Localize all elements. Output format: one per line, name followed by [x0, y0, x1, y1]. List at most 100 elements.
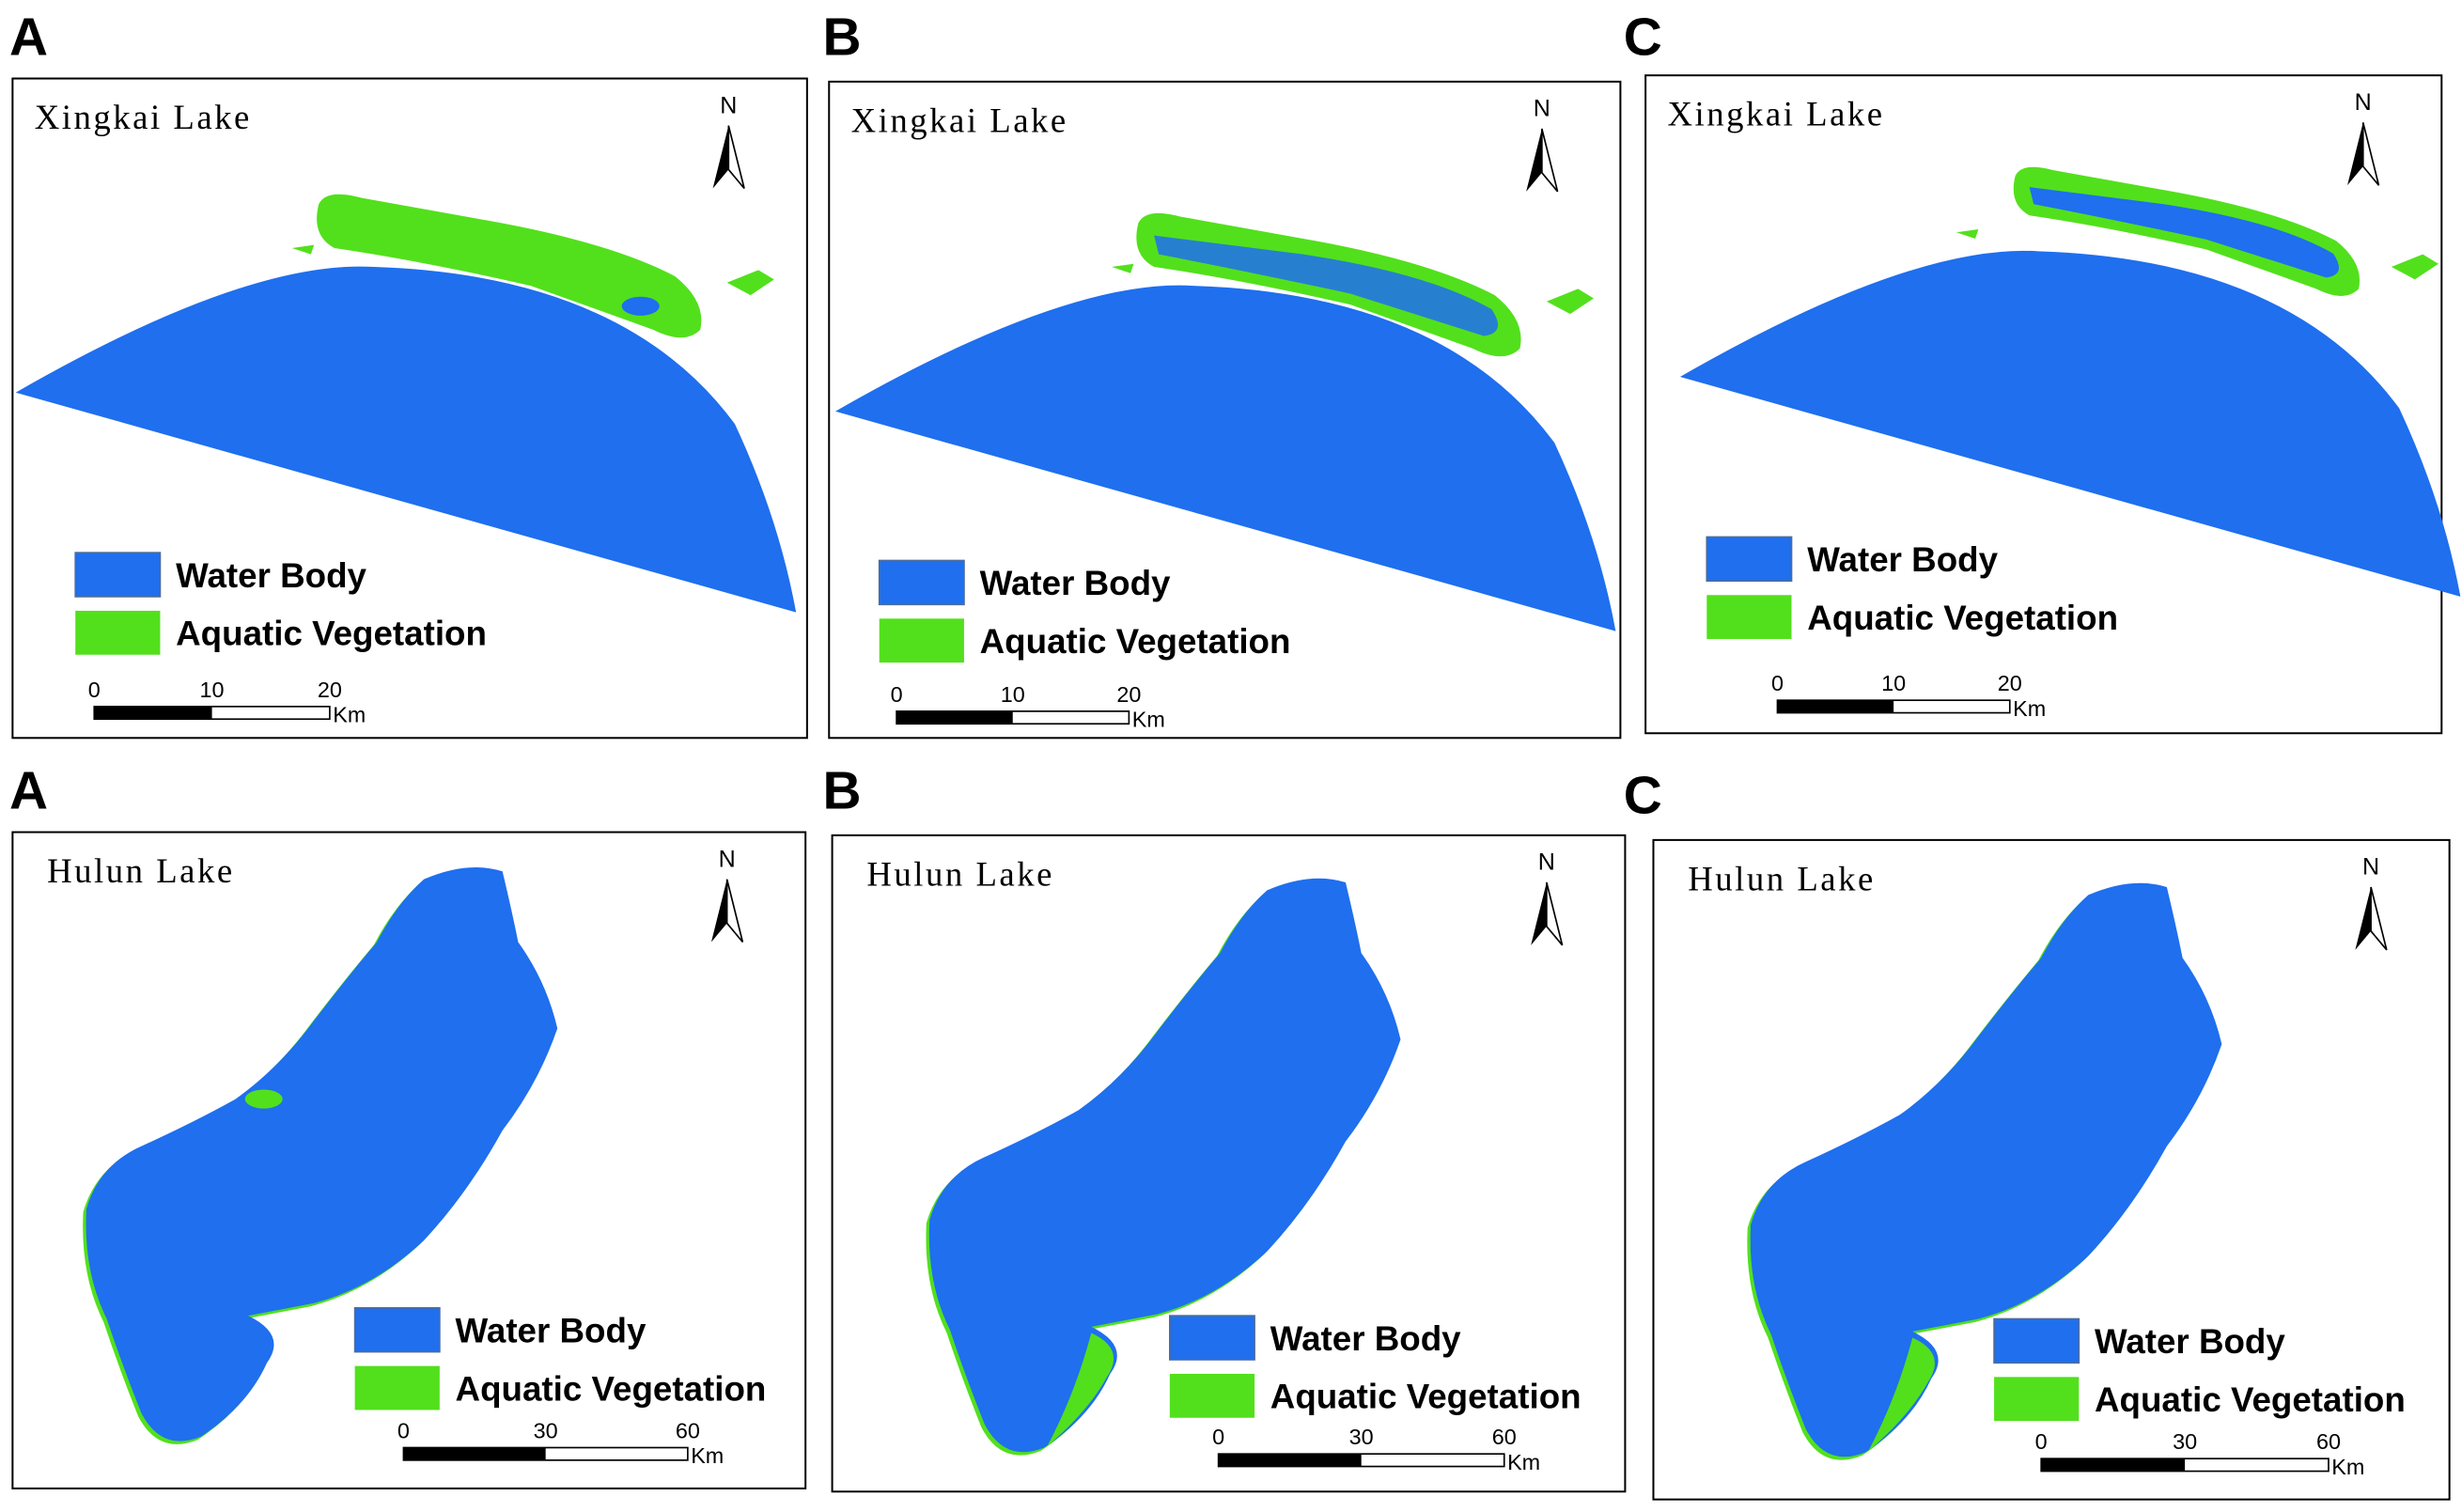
legend-label: Water Body: [456, 1312, 647, 1350]
legend-label: Aquatic Vegetation: [980, 622, 1291, 661]
north-arrow: [712, 125, 729, 189]
vegetation-island: [317, 194, 702, 338]
scale-unit: Km: [1132, 708, 1165, 732]
scale-unit: Km: [2013, 696, 2046, 721]
scale-tick-label: 20: [1998, 671, 2022, 695]
vegetation-patch: [1546, 288, 1594, 315]
lake-name: Hulun Lake: [866, 854, 1054, 893]
scale-tick-label: 20: [1116, 682, 1141, 707]
north-arrow: [2370, 886, 2388, 951]
lake-name: Xingkai Lake: [1668, 95, 1885, 133]
north-label: N: [1534, 96, 1550, 122]
scale-tick-label: 20: [318, 678, 342, 702]
scale-tick-label: 60: [2316, 1429, 2341, 1454]
lake-name: Xingkai Lake: [851, 101, 1068, 139]
scale-unit: Km: [691, 1443, 724, 1468]
lake-map: [1747, 882, 2222, 1460]
water-body: [86, 866, 558, 1442]
panel-letter: C: [1624, 8, 1662, 67]
scale-tick-label: 60: [1492, 1425, 1517, 1449]
north-label: N: [2362, 854, 2379, 881]
map-panel: Hulun Lake N Water Body Aquatic Vegetation 0…: [831, 834, 1627, 1493]
legend-swatch: [354, 1365, 440, 1411]
map-panel: Xingkai Lake N Water Body Aquatic Vegetatio…: [828, 80, 1622, 740]
scale-tick-label: 60: [676, 1418, 700, 1442]
scale-bar-fill: [896, 710, 1013, 725]
map-panel: Xingkai Lake N Water Body Aquatic Vegetatio…: [1644, 74, 2461, 735]
legend-swatch: [878, 559, 965, 606]
vegetation-patch: [1956, 228, 1979, 239]
scale-tick-label: 10: [200, 678, 225, 702]
legend-label: Water Body: [1270, 1319, 1461, 1358]
legend-label: Water Body: [176, 556, 366, 595]
scale-tick-label: 0: [88, 678, 101, 702]
vegetation-patch: [2391, 254, 2439, 280]
scale-bar-fill: [94, 706, 212, 720]
water-body: [1679, 250, 2461, 597]
vegetation-bay: [1047, 1333, 1114, 1446]
vegetation-patch: [726, 270, 774, 296]
scale-tick-label: 0: [2035, 1429, 2048, 1454]
scale-bar-fill: [1218, 1454, 1362, 1467]
lake-name: Hulun Lake: [1688, 859, 1876, 897]
scale-unit: Km: [1507, 1450, 1540, 1474]
island-water: [2029, 187, 2339, 278]
lake-map: [926, 878, 1401, 1456]
north-arrow: [1541, 128, 1559, 193]
legend-label: Water Body: [980, 564, 1171, 602]
lake-map: [834, 212, 1616, 631]
scale-unit: Km: [2331, 1455, 2364, 1479]
legend-label: Water Body: [1807, 540, 1998, 579]
north-arrow: [1526, 129, 1542, 192]
scale-tick-label: 10: [1881, 671, 1906, 695]
scale-bar-fill: [2041, 1458, 2186, 1472]
legend-swatch: [353, 1306, 441, 1353]
legend-swatch: [1993, 1317, 2080, 1364]
scale-tick-label: 10: [1001, 682, 1025, 707]
legend-swatch: [1169, 1373, 1255, 1418]
vegetation-bay: [1868, 1337, 1935, 1451]
scale-tick-label: 0: [1212, 1425, 1224, 1449]
scale-bar-fill: [403, 1447, 546, 1460]
lake-name: Hulun Lake: [47, 851, 235, 890]
legend-swatch: [74, 552, 162, 598]
vegetation-patch: [291, 244, 315, 255]
map-panel: Xingkai Lake N Water Body Aquatic Vegetatio…: [11, 77, 808, 740]
water-body: [1750, 882, 2222, 1457]
legend-label: Aquatic Vegetation: [1270, 1378, 1582, 1416]
north-label: N: [720, 92, 737, 118]
north-arrow: [2361, 122, 2380, 186]
legend-swatch: [75, 610, 161, 655]
water-body: [928, 878, 1401, 1453]
vegetation-patch: [244, 1089, 283, 1109]
panel-letter: A: [9, 8, 48, 67]
north-arrow: [727, 125, 745, 190]
panel-letter: C: [1624, 766, 1662, 825]
north-label: N: [2355, 89, 2372, 116]
legend-swatch: [1168, 1315, 1255, 1361]
legend-label: Water Body: [2095, 1322, 2285, 1361]
island-water: [621, 296, 660, 316]
legend-swatch: [1706, 536, 1793, 583]
legend-label: Aquatic Vegetation: [456, 1369, 767, 1408]
scale-tick-label: 30: [1349, 1425, 1374, 1449]
scale-tick-label: 0: [1771, 671, 1784, 695]
north-arrow: [2355, 887, 2372, 950]
scale-bar-fill: [1777, 700, 1894, 713]
north-arrow: [710, 879, 727, 943]
north-label: N: [719, 846, 736, 872]
scale-tick-label: 30: [2173, 1429, 2197, 1454]
legend-label: Aquatic Vegetation: [2095, 1380, 2406, 1419]
map-panel: Hulun Lake N Water Body Aquatic Vegetation 0…: [1652, 838, 2451, 1501]
legend-label: Aquatic Vegetation: [176, 615, 487, 653]
lake-name: Xingkai Lake: [35, 98, 252, 136]
panel-letter: A: [9, 761, 48, 820]
lake-map: [83, 866, 558, 1444]
north-arrow: [725, 879, 744, 943]
legend-swatch: [879, 618, 964, 663]
lake-map: [15, 194, 797, 613]
water-body: [834, 285, 1616, 631]
legend-swatch: [1994, 1377, 2080, 1422]
